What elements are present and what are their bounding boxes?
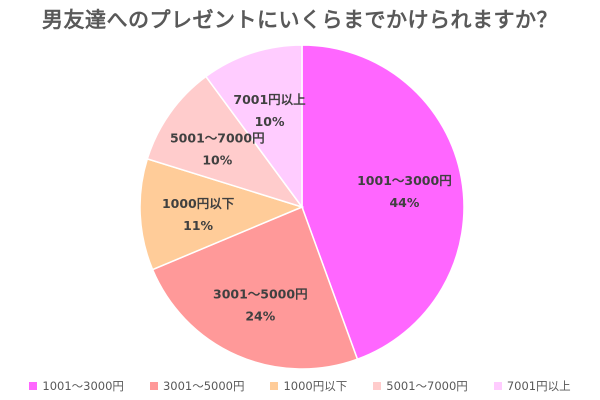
slice-value-label: 10% — [202, 153, 232, 168]
pie-slice-0 — [301, 44, 465, 361]
legend-swatch — [29, 382, 38, 390]
chart-legend: 1001〜3000円 3001〜5000円 1000円以下 5001〜7000円 700… — [0, 376, 600, 396]
legend-swatch — [493, 382, 502, 390]
slice-category-label: 3001〜5000円 — [213, 286, 308, 301]
legend-item: 1000円以下 — [270, 378, 347, 394]
legend-item: 3001〜5000円 — [149, 378, 245, 394]
pie-slice-1 — [151, 206, 359, 370]
slice-category-label: 7001円以上 — [233, 92, 306, 107]
slice-value-label: 44% — [389, 195, 419, 210]
legend-swatch — [149, 382, 158, 390]
slice-value-label: 24% — [245, 308, 275, 323]
slice-category-label: 1001〜3000円 — [357, 173, 452, 188]
slice-category-label: 1000円以下 — [162, 196, 235, 211]
legend-label: 1001〜3000円 — [42, 379, 124, 393]
slice-category-label: 5001〜7000円 — [170, 131, 265, 146]
legend-label: 5001〜7000円 — [386, 379, 468, 393]
chart-title: 男友達へのプレゼントにいくらまでかけられますか？ — [42, 8, 558, 32]
pie-slice-4 — [204, 44, 303, 210]
legend-item: 5001〜7000円 — [373, 378, 468, 394]
pie-slice-2 — [139, 157, 305, 271]
legend-label: 3001〜5000円 — [162, 379, 245, 393]
legend-label: 1000円以下 — [283, 379, 348, 393]
legend-item: 1001〜3000円 — [29, 378, 124, 394]
legend-swatch — [373, 382, 382, 390]
pie-slice-3 — [146, 75, 304, 209]
legend-item: 7001円以上 — [493, 378, 571, 394]
slice-value-label: 11% — [183, 218, 213, 233]
legend-label: 7001円以上 — [506, 379, 571, 393]
legend-swatch — [270, 382, 279, 390]
pie-chart: 1001〜3000円 44% 3001〜5000円 24% 1000円以下 11% 5001… — [139, 44, 465, 370]
slice-value-label: 10% — [255, 114, 285, 129]
